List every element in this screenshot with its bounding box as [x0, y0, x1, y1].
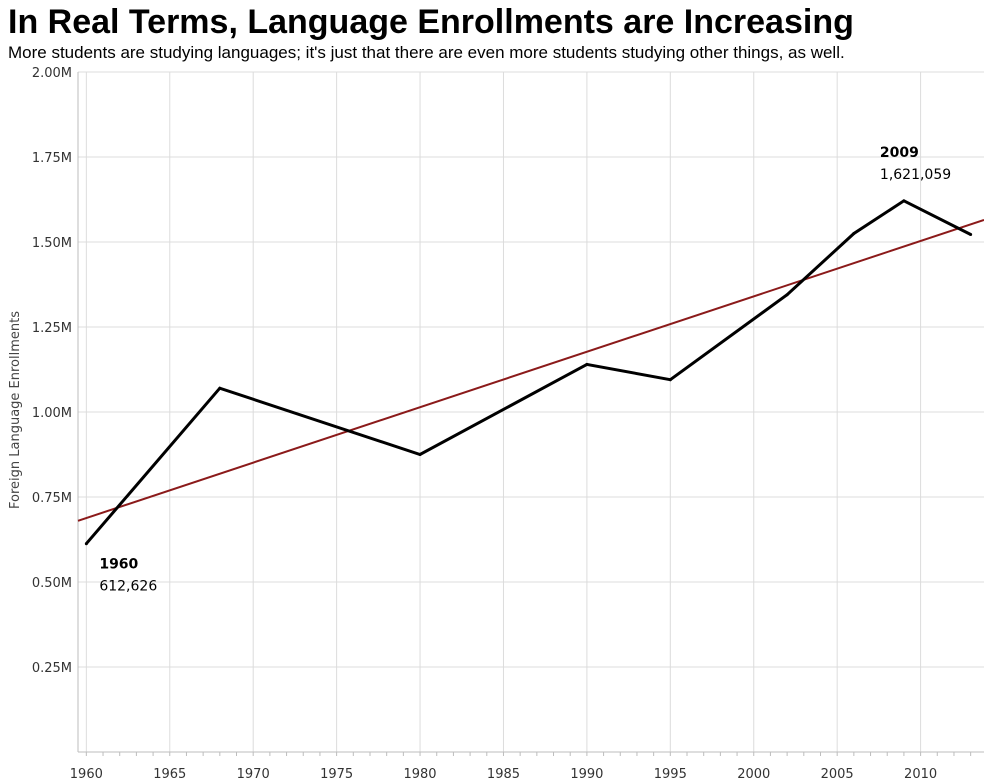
- chart-title: In Real Terms, Language Enrollments are …: [8, 3, 854, 41]
- x-tick-label: 1985: [487, 767, 520, 782]
- y-tick-label: 0.50M: [32, 576, 72, 591]
- x-tick-label: 1975: [320, 767, 353, 782]
- data-point: [84, 542, 88, 546]
- y-axis-label: Foreign Language Enrollments: [8, 311, 23, 509]
- data-point: [668, 378, 672, 382]
- x-tick-label: 1980: [403, 767, 436, 782]
- labels-layer: 0.25M 0.50M 0.75M 1.00M 1.25M 1.50M 1.75M 2.00M…: [32, 66, 951, 782]
- x-tick-label: 1995: [654, 767, 687, 782]
- y-tick-label: 1.50M: [32, 236, 72, 251]
- y-tick-label: 1.00M: [32, 406, 72, 421]
- annotation-value: 612,626: [99, 579, 157, 595]
- data-point: [418, 453, 422, 456]
- x-tick-label: 1965: [153, 767, 186, 782]
- x-tick-label: 2000: [737, 767, 770, 782]
- trend-line: [77, 218, 984, 522]
- data-point: [585, 362, 589, 366]
- series-layer: [84, 199, 973, 546]
- trend-line-layer: [77, 218, 984, 522]
- annotation-value: 1,621,059: [880, 167, 951, 183]
- x-tick-label: 1990: [570, 767, 603, 782]
- axes: [77, 72, 984, 756]
- y-tick-label: 1.75M: [32, 151, 72, 166]
- x-tick-label: 1960: [70, 767, 103, 782]
- y-tick-label: 1.25M: [32, 321, 72, 336]
- x-tick-label: 2010: [904, 767, 937, 782]
- annotation-year: 1960: [99, 557, 138, 573]
- y-tick-label: 0.75M: [32, 491, 72, 506]
- data-point: [969, 233, 973, 237]
- data-point: [218, 386, 222, 390]
- enrollment-series-line: [85, 199, 972, 545]
- data-point: [852, 232, 856, 235]
- data-point: [902, 199, 906, 203]
- y-tick-label: 2.00M: [32, 66, 72, 81]
- chart-subtitle: More students are studying languages; it…: [8, 43, 845, 62]
- gridlines: [78, 71, 984, 752]
- annotation-year: 2009: [880, 145, 919, 161]
- data-point: [785, 293, 789, 297]
- y-tick-label: 0.25M: [32, 661, 72, 676]
- x-tick-label: 1970: [237, 767, 270, 782]
- x-tick-label: 2005: [821, 767, 854, 782]
